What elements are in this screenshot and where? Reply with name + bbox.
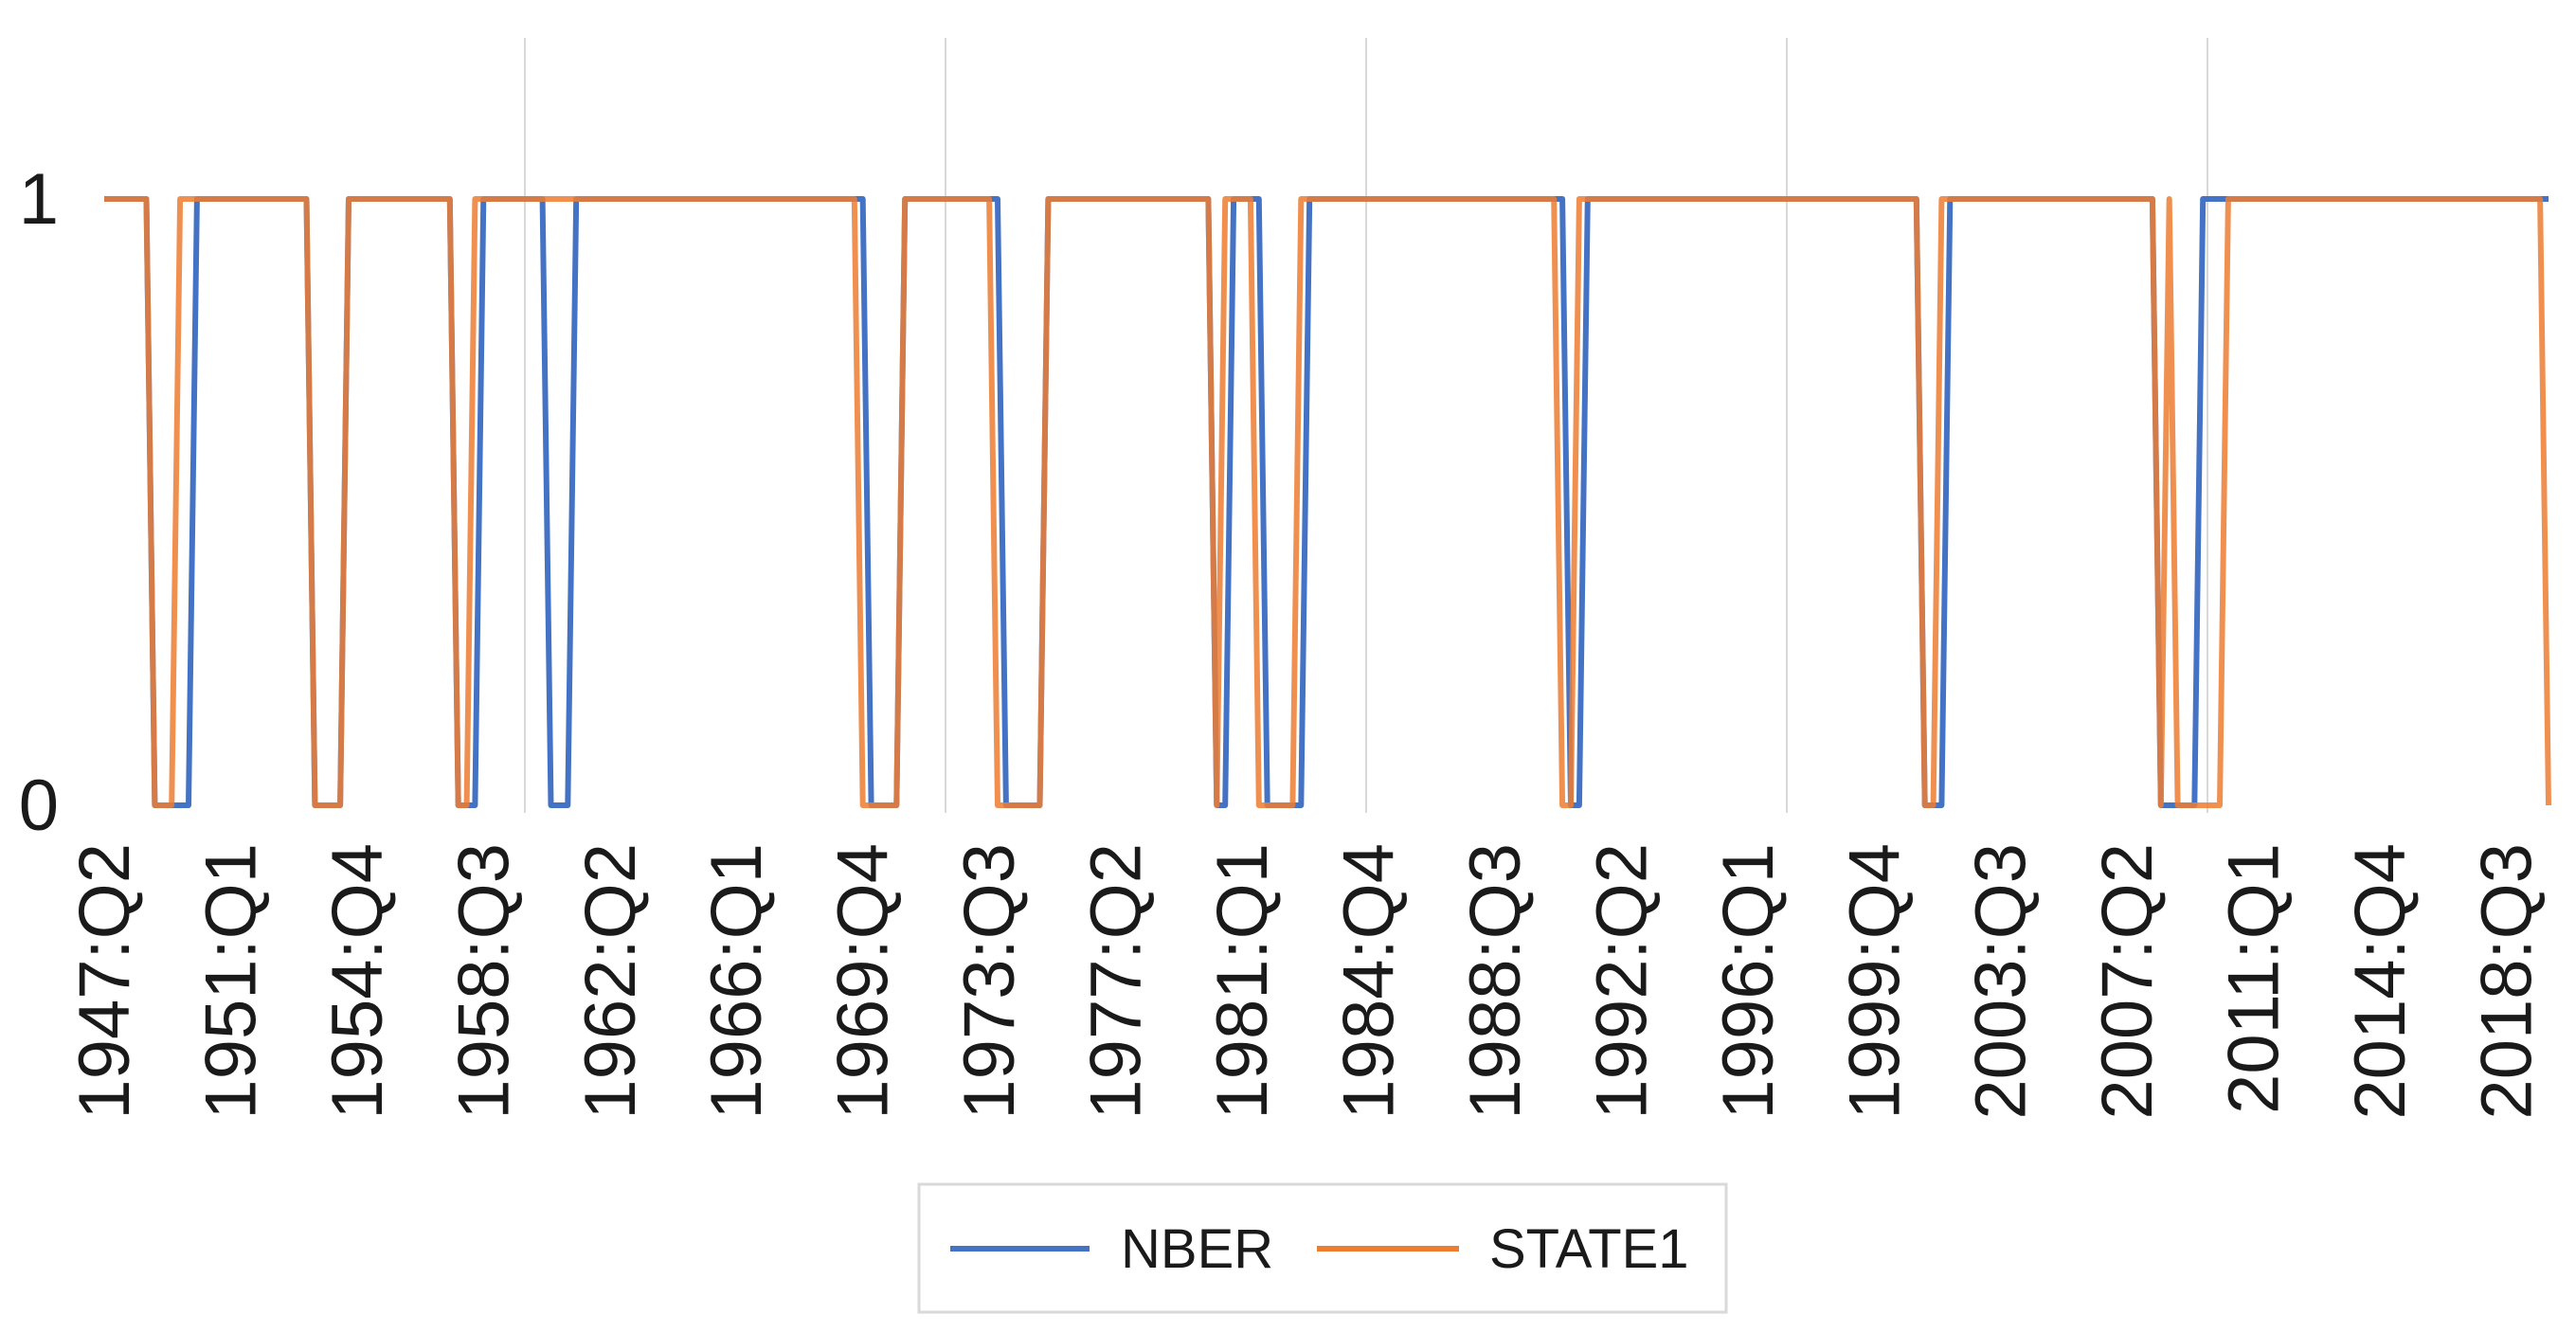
x-tick-label: 1988:Q3: [1455, 843, 1536, 1120]
x-tick-label: 1954:Q4: [317, 843, 398, 1120]
x-tick-label: 1969:Q4: [823, 843, 904, 1120]
x-tick-label: 2018:Q3: [2467, 843, 2548, 1120]
x-tick-label: 1984:Q4: [1328, 843, 1409, 1120]
x-tick-label: 1962:Q2: [570, 843, 651, 1120]
x-tick-label: 2011:Q1: [2214, 843, 2295, 1114]
x-tick-label: 2003:Q3: [1961, 843, 2042, 1120]
x-tick-label: 1977:Q2: [1076, 843, 1157, 1120]
x-tick-label: 1966:Q1: [696, 843, 777, 1120]
x-tick-label: 2007:Q2: [2087, 843, 2168, 1120]
x-tick-label: 2014:Q4: [2340, 843, 2421, 1120]
x-tick-label: 1996:Q1: [1708, 843, 1789, 1120]
legend: NBER STATE1: [917, 1182, 1728, 1314]
x-tick-label: 1947:Q2: [64, 843, 145, 1120]
x-tick-label: 1973:Q3: [949, 843, 1030, 1120]
x-tick-label: 1951:Q1: [190, 843, 271, 1120]
legend-label-nber: NBER: [1121, 1218, 1273, 1280]
grid-lines: [524, 38, 2208, 813]
x-tick-label: 1999:Q4: [1834, 843, 1915, 1120]
y-tick-label: 1: [19, 159, 59, 240]
series-line-state1: [104, 196, 2551, 808]
x-tick-label: 1981:Q1: [1202, 843, 1283, 1120]
x-tick-label: 1958:Q3: [443, 843, 524, 1120]
x-axis: 1947:Q2 1951:Q1 1954:Q4 1958:Q3 1962:Q2 1966:…: [64, 843, 2548, 1120]
x-tick-label: 1992:Q2: [1581, 843, 1662, 1120]
series-layer: [104, 196, 2551, 808]
legend-label-state1: STATE1: [1489, 1218, 1689, 1280]
y-axis: 01: [19, 159, 59, 846]
y-tick-label: 0: [19, 766, 59, 846]
